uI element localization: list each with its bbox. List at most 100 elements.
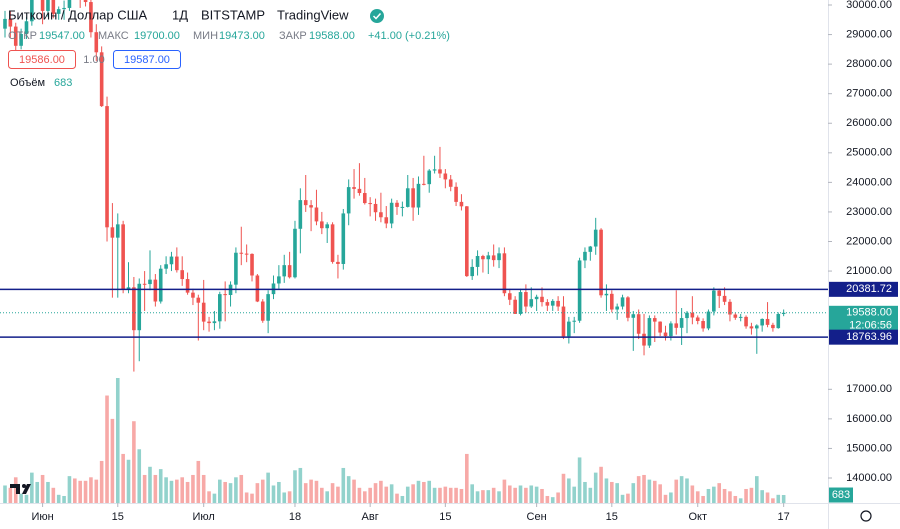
status-icon[interactable] bbox=[370, 9, 384, 23]
volume-bar bbox=[760, 490, 764, 503]
candle-body bbox=[94, 32, 99, 53]
volume-bar bbox=[115, 378, 120, 503]
volume-bar bbox=[384, 486, 389, 503]
volume-bar bbox=[448, 487, 453, 503]
candle-body bbox=[137, 283, 142, 331]
logo-shape bbox=[10, 484, 31, 494]
candle-body bbox=[164, 264, 168, 269]
volume-bar bbox=[89, 477, 93, 503]
candle-body bbox=[196, 297, 201, 303]
volume-bar bbox=[776, 494, 781, 503]
volume-bar bbox=[62, 495, 66, 503]
candle-body bbox=[416, 183, 421, 208]
candle-body bbox=[277, 276, 281, 284]
volume-bar bbox=[153, 474, 158, 503]
volume-bar bbox=[244, 492, 249, 503]
x-tick-label: Июл bbox=[193, 511, 215, 523]
candle-body bbox=[545, 302, 550, 306]
volume-bar bbox=[550, 497, 555, 503]
y-tick-label: 30000.00 bbox=[846, 0, 892, 11]
buy-button[interactable] bbox=[113, 50, 181, 69]
gear[interactable] bbox=[860, 510, 872, 522]
y-tick-label: 14000.00 bbox=[846, 472, 892, 484]
candle-body bbox=[599, 229, 603, 296]
volume-bar bbox=[685, 478, 689, 503]
volume-bar bbox=[30, 472, 34, 503]
candle-body bbox=[513, 299, 517, 314]
volume-bar bbox=[620, 494, 625, 503]
x-tick-label: 15 bbox=[112, 511, 124, 523]
volume-bar bbox=[712, 486, 716, 503]
volume-bar bbox=[636, 476, 641, 503]
y-tick-label: 23000.00 bbox=[846, 206, 892, 218]
candle-body bbox=[67, 0, 72, 8]
volume-bar bbox=[422, 481, 426, 503]
volume-bar bbox=[738, 498, 743, 503]
candle-body bbox=[395, 202, 399, 207]
candle-body bbox=[427, 170, 432, 185]
volume-bar bbox=[679, 476, 684, 503]
candle-body bbox=[30, 0, 34, 22]
volume-bar bbox=[615, 483, 619, 503]
volume-bar bbox=[8, 487, 13, 503]
candle-body bbox=[357, 188, 362, 194]
volume-value: 683 bbox=[54, 77, 72, 89]
volume-bar bbox=[577, 457, 582, 503]
candle-body bbox=[62, 7, 66, 10]
candle-body bbox=[448, 179, 453, 187]
y-tick-label: 26000.00 bbox=[846, 117, 892, 129]
y-tick-label: 21000.00 bbox=[846, 265, 892, 277]
volume-bar bbox=[475, 491, 480, 503]
candle-body bbox=[593, 229, 598, 247]
buy-price: 19587.00 bbox=[124, 54, 170, 66]
volume-bar bbox=[250, 493, 254, 503]
candle-body bbox=[13, 26, 18, 46]
candle-body bbox=[201, 302, 206, 322]
volume-bar bbox=[362, 491, 367, 503]
volume-bar bbox=[46, 481, 50, 503]
volume-bar bbox=[320, 487, 324, 503]
volume-bar bbox=[465, 453, 469, 503]
volume-bar bbox=[105, 395, 109, 503]
candle-body bbox=[373, 203, 378, 213]
candle-body bbox=[701, 321, 705, 329]
candle-body bbox=[46, 0, 50, 11]
volume-bar bbox=[35, 481, 40, 503]
candle-body bbox=[481, 255, 485, 260]
volume-bar bbox=[24, 494, 29, 503]
candle-body bbox=[744, 316, 748, 327]
y-tick-label: 25000.00 bbox=[846, 147, 892, 159]
volume-bar bbox=[502, 479, 507, 503]
volume-bar bbox=[148, 466, 152, 503]
y-tick-label: 29000.00 bbox=[846, 28, 892, 40]
candle-body bbox=[491, 255, 496, 261]
volume-bar bbox=[507, 485, 512, 503]
candle-body bbox=[524, 292, 528, 307]
interval: 1Д bbox=[172, 7, 188, 22]
y-tick-label: 15000.00 bbox=[846, 442, 892, 454]
volume-bar bbox=[717, 483, 722, 503]
y-tick-label: 27000.00 bbox=[846, 88, 892, 100]
candle-body bbox=[534, 296, 539, 300]
x-tick-label: Июн bbox=[31, 511, 53, 523]
volume-bar bbox=[201, 474, 206, 503]
candle-body bbox=[572, 320, 577, 322]
candle-body bbox=[287, 265, 292, 278]
settings-icon[interactable] bbox=[860, 510, 872, 522]
candle-body bbox=[180, 270, 185, 280]
candle-body bbox=[105, 106, 109, 228]
candle-body bbox=[486, 255, 491, 260]
volume-bar bbox=[647, 479, 652, 503]
candle-body bbox=[717, 290, 722, 296]
candle-body bbox=[567, 321, 571, 337]
sell-button[interactable] bbox=[8, 50, 76, 69]
volume-bar bbox=[293, 470, 297, 503]
candle-body bbox=[314, 207, 319, 222]
candle-body bbox=[620, 297, 625, 307]
candle-body bbox=[577, 260, 582, 321]
volume-bar bbox=[185, 481, 190, 503]
last-price-label: 19588.00 bbox=[846, 307, 892, 319]
volume-bar bbox=[3, 485, 7, 503]
hline-tag bbox=[829, 329, 898, 345]
candle-body bbox=[19, 33, 23, 46]
